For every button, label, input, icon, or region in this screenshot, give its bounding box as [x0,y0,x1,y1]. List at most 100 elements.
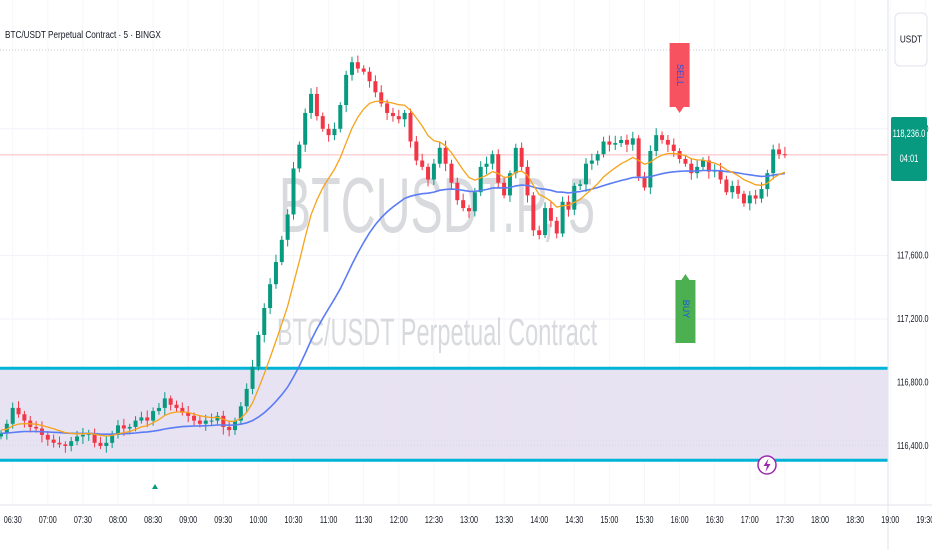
candle-body [759,189,764,199]
candle [297,141,302,173]
candle-body [338,105,343,129]
candle-body [110,434,115,443]
candle-body [151,411,156,421]
candle [507,170,512,202]
candle [344,70,349,113]
candle-body [309,93,314,113]
candle [209,413,214,427]
x-tick-label: 15:30 [636,514,654,525]
candle [320,112,325,132]
candle [584,158,588,192]
candle-body [34,426,39,429]
x-tick-label: 07:30 [74,514,92,525]
candle-body [75,436,80,442]
candle-body [127,426,132,429]
candle-body [782,154,787,156]
candle-body [262,308,267,335]
y-tick-label: 117,600.0 [897,249,929,260]
last-price-badge: 118,236.0 04:01 [891,117,927,181]
candle [0,430,3,440]
candle-body [601,141,606,155]
zone-fill [0,368,888,461]
candle-body [677,151,682,159]
x-tick-label: 17:00 [741,514,759,525]
x-tick-label: 08:00 [109,514,127,525]
candle-countdown: 04:01 [900,151,919,164]
candle [402,109,407,127]
candle-body [332,128,337,136]
candle [782,146,787,159]
candle-body [279,239,284,263]
candle-body [741,193,746,204]
candle-body [57,442,62,445]
candle [238,402,243,424]
candle-body [619,139,624,144]
candle-body [238,406,243,421]
currency-button[interactable]: USDT [894,12,928,67]
candle [273,254,278,289]
candle-body [297,144,302,169]
candle-body [121,425,126,429]
small-up-marker [152,484,158,489]
x-tick-label: 18:30 [846,514,864,525]
candle-body [256,334,261,367]
candle [484,156,489,175]
candle-body [116,425,120,435]
candle [472,187,477,217]
candle [314,86,319,121]
candle-body [192,415,197,421]
candle-body [390,112,395,117]
candle-body [519,147,524,167]
x-tick-label: 10:00 [249,514,267,525]
candle-body [326,128,331,136]
candle-body [472,192,477,212]
candle-body [578,184,583,186]
candle [373,75,378,98]
x-tick-label: 16:00 [671,514,689,525]
x-tick-label: 12:30 [425,514,443,525]
candle [186,406,191,423]
candle-body [63,444,68,446]
candle-body [560,201,565,234]
candle-body [613,143,618,145]
candle [244,383,249,414]
candle [554,216,559,239]
alert-icon[interactable] [757,455,777,475]
watermark-description: BTC/USDT Perpetual Contract [277,310,597,353]
candle-body [355,62,360,69]
candle-body [706,160,711,172]
trade-signals: SELL BUY [152,43,696,489]
candle-body [145,417,150,421]
candle-body [396,116,401,120]
candle [408,108,413,148]
candle [736,179,741,199]
candle-body [642,176,647,188]
candle [543,202,548,238]
sell-signal-label: SELL [675,64,685,86]
candle [578,180,583,191]
candle [572,182,577,216]
candle-body [630,138,635,145]
buy-signal[interactable]: BUY [675,274,696,343]
candle-body [513,147,518,174]
candle-body [455,182,460,201]
x-tick-label: 10:30 [285,514,303,525]
candle [636,135,641,181]
moving-averages [0,100,786,437]
candle-body [344,74,349,106]
x-tick-label: 18:00 [811,514,829,525]
candle-body [408,112,413,142]
candle-body [689,163,694,174]
candle-body [747,195,752,204]
x-tick-label: 09:30 [214,514,232,525]
sell-signal[interactable]: SELL [669,43,690,113]
candle [683,154,688,167]
candle-body [525,166,530,196]
candle [45,431,50,446]
candle [385,99,390,120]
candle [753,189,758,205]
candle-body [478,166,483,193]
x-tick-label: 09:00 [179,514,197,525]
y-tick-label: 117,200.0 [897,313,929,324]
